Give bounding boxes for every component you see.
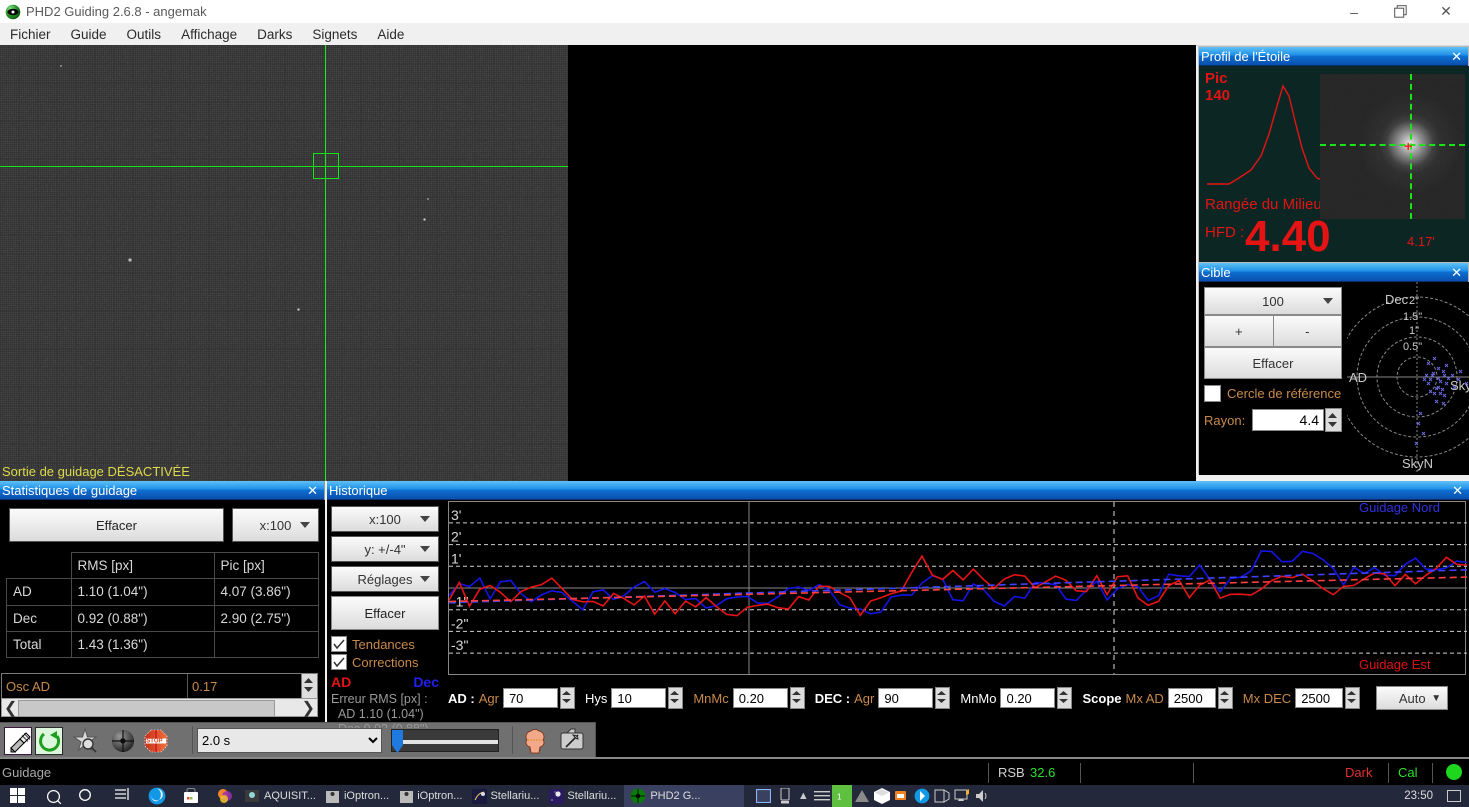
svg-text:SkyN: SkyN: [1402, 456, 1433, 471]
svg-text:Dec: Dec: [1385, 292, 1409, 307]
svg-text:3': 3': [451, 507, 461, 523]
svg-text:1.5": 1.5": [1403, 311, 1422, 323]
svg-text:1": 1": [1409, 325, 1419, 337]
svg-text:Guidage Est: Guidage Est: [1359, 657, 1431, 672]
svg-text:STOP: STOP: [146, 739, 162, 745]
svg-text:1': 1': [451, 550, 461, 566]
svg-text:1: 1: [837, 793, 842, 802]
svg-text:-2": -2": [451, 615, 468, 631]
svg-text:2": 2": [1409, 295, 1419, 307]
svg-text:-3": -3": [451, 637, 468, 653]
svg-text:Guidage Nord: Guidage Nord: [1359, 502, 1440, 515]
svg-text:0.5": 0.5": [1403, 341, 1422, 353]
svg-text:AD: AD: [1349, 370, 1367, 385]
svg-text:2': 2': [451, 529, 461, 545]
